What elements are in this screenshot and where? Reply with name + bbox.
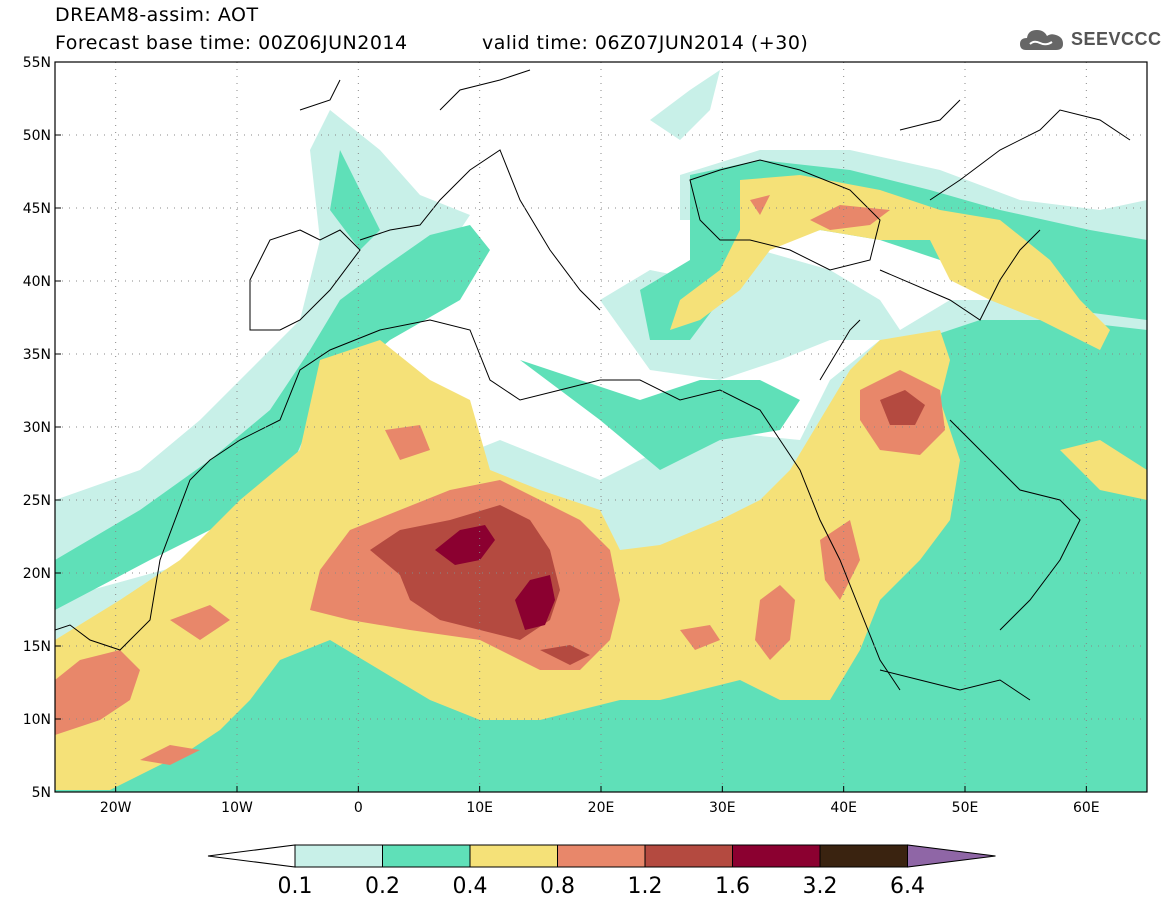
lat-tick-label: 45N	[23, 201, 51, 217]
lon-tick-label: 10W	[221, 800, 253, 816]
aot-level-1.6	[435, 525, 555, 630]
lon-tick-label: 0	[354, 800, 363, 816]
graticule	[55, 62, 1147, 792]
latitude-axis: 5N 10N 15N 20N 25N 30N 35N 40N 45N 50N 55N	[23, 55, 61, 801]
lat-tick-label: 55N	[23, 55, 51, 71]
colorbar-box	[644, 844, 733, 868]
lon-tick-label: 60E	[1073, 800, 1100, 816]
coastlines	[55, 69, 1131, 701]
colorbar-label: 0.2	[365, 874, 400, 899]
lat-tick-label: 35N	[23, 347, 51, 363]
colorbar-label: 1.2	[628, 874, 663, 899]
colorbar: 0.1 0.2 0.4 0.8 1.2 1.6 3.2 6.4	[207, 844, 996, 899]
valid-time-label: valid time: 06Z07JUN2014 (+30)	[482, 32, 809, 54]
lat-tick-label: 15N	[23, 639, 51, 655]
lon-tick-label: 20W	[100, 800, 132, 816]
colorbar-label: 0.1	[278, 874, 313, 899]
colorbar-box	[382, 844, 471, 868]
lon-tick-label: 50E	[952, 800, 979, 816]
colorbar-label: 0.4	[453, 874, 488, 899]
lon-tick-label: 10E	[466, 800, 493, 816]
colorbar-box	[294, 844, 383, 868]
longitude-axis: 20W 10W 0 10E 20E 30E 40E 50E 60E	[100, 786, 1100, 816]
colorbar-label: 1.6	[715, 874, 750, 899]
model-title: DREAM8-assim: AOT	[55, 4, 259, 26]
lon-tick-label: 30E	[709, 800, 736, 816]
colorbar-box	[469, 844, 558, 868]
cloud-logo-icon	[1020, 30, 1063, 50]
colorbar-over-arrow	[907, 844, 996, 868]
lon-tick-label: 20E	[588, 800, 615, 816]
colorbar-box	[732, 844, 821, 868]
lat-tick-label: 50N	[23, 128, 51, 144]
colorbar-label: 6.4	[890, 874, 925, 899]
seevccc-logo: SEEVCCC	[1018, 24, 1162, 54]
lat-tick-label: 20N	[23, 566, 51, 582]
lat-tick-label: 10N	[23, 712, 51, 728]
lat-tick-label: 30N	[23, 420, 51, 436]
colorbar-box	[819, 844, 908, 868]
colorbar-label: 0.8	[540, 874, 575, 899]
lat-tick-label: 40N	[23, 274, 51, 290]
lat-tick-label: 5N	[32, 785, 51, 801]
colorbar-box	[557, 844, 646, 868]
colorbar-label: 3.2	[803, 874, 838, 899]
base-time-label: Forecast base time: 00Z06JUN2014	[55, 32, 408, 54]
lon-tick-label: 40E	[830, 800, 857, 816]
lat-tick-label: 25N	[23, 493, 51, 509]
aot-level-1.2	[370, 390, 925, 665]
logo-text: SEEVCCC	[1071, 28, 1162, 49]
aot-field	[55, 70, 1147, 792]
colorbar-under-arrow	[207, 844, 296, 868]
